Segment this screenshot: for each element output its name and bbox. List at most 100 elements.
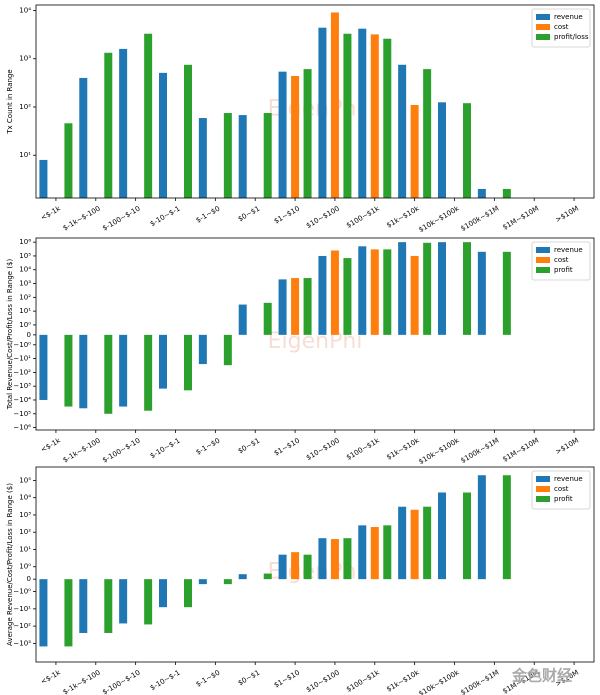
bar [343, 538, 352, 580]
bar [502, 475, 511, 580]
bar [238, 574, 247, 580]
bar [64, 123, 73, 198]
bar [423, 506, 432, 580]
bar [358, 525, 367, 580]
bar [463, 242, 471, 335]
legend-swatch [536, 486, 550, 492]
bar [119, 579, 128, 624]
bar [79, 579, 88, 633]
logo: 金色财经 [511, 667, 572, 685]
bar [39, 159, 48, 198]
y-tick-label: −10⁶ [13, 424, 31, 432]
bar [144, 579, 153, 625]
bar [330, 250, 339, 335]
bar [318, 27, 327, 199]
legend-label: profit [554, 266, 573, 274]
bar [330, 539, 339, 580]
bar [104, 52, 113, 198]
bar [383, 525, 392, 580]
bar [502, 188, 511, 198]
y-tick-label: −10⁰ [13, 588, 31, 596]
y-axis-label: Tx Count in Range [6, 69, 14, 134]
bar [278, 279, 287, 335]
legend-swatch [536, 34, 550, 40]
bar [238, 304, 247, 335]
bar [64, 334, 73, 407]
bar [64, 579, 73, 647]
y-tick-label: 10¹ [19, 307, 31, 315]
y-tick-label: 10³ [19, 55, 31, 63]
bar [358, 28, 367, 198]
bar [159, 579, 167, 608]
bar [502, 251, 511, 335]
bar [303, 278, 312, 335]
bar [318, 538, 327, 580]
bar [410, 105, 419, 198]
bar [343, 33, 352, 199]
y-tick-label: −10³ [13, 639, 31, 647]
y-tick-label: −10⁰ [13, 341, 31, 349]
bar [291, 552, 300, 580]
bar [79, 334, 88, 409]
y-tick-label: 10² [19, 103, 31, 111]
bar [119, 334, 128, 407]
bar [159, 72, 167, 198]
bar [303, 69, 312, 199]
y-tick-label: −10² [13, 622, 31, 630]
legend-label: cost [554, 256, 569, 264]
y-tick-label: 10³ [19, 511, 31, 519]
bar [303, 554, 312, 580]
bar [383, 249, 392, 335]
y-tick-label: 10³ [19, 280, 31, 288]
bar [198, 579, 207, 585]
bar [438, 492, 446, 580]
legend-swatch [536, 257, 550, 263]
y-tick-label: 10⁶ [19, 238, 31, 246]
y-tick-label: 0 [27, 331, 31, 339]
bar [463, 492, 471, 580]
bar [278, 554, 287, 580]
y-tick-label: 10⁴ [19, 6, 31, 14]
y-tick-label: −10¹ [13, 355, 31, 363]
bar [370, 34, 379, 198]
y-tick-label: −10³ [13, 382, 31, 390]
y-axis-label: Average Revenue/Cost/Profit/Loss in Rang… [6, 483, 14, 646]
y-axis-label: Total Revenue/Cost/Profit/Loss in Range … [6, 258, 14, 410]
bar [263, 302, 272, 335]
y-tick-label: 10⁵ [19, 252, 31, 260]
legend-swatch [536, 14, 550, 20]
bar [291, 75, 300, 198]
legend-label: cost [554, 23, 569, 31]
axes-frame [35, 4, 595, 199]
bar [438, 242, 446, 335]
bar [398, 506, 407, 580]
bar [198, 334, 207, 365]
y-tick-label: 10⁰ [19, 563, 31, 571]
bar [410, 255, 419, 335]
bar [423, 242, 432, 335]
bar [198, 118, 207, 198]
legend-swatch [536, 496, 550, 502]
bar [477, 251, 486, 335]
legend-label: revenue [554, 246, 583, 254]
bar [79, 77, 88, 198]
bar [370, 527, 379, 580]
y-tick-label: 10⁴ [19, 266, 31, 274]
bar [477, 188, 486, 198]
bar [184, 64, 192, 198]
bar [278, 71, 287, 198]
bar [39, 334, 48, 400]
bar [370, 249, 379, 335]
bar [318, 255, 327, 335]
y-tick-label: 10² [19, 293, 31, 301]
bar [223, 113, 232, 198]
bar [104, 579, 113, 633]
bar [223, 334, 232, 366]
legend-label: revenue [554, 475, 583, 483]
legend-label: profit [554, 495, 573, 503]
y-tick-label: −10⁵ [13, 410, 31, 418]
bar [144, 33, 153, 199]
bar [477, 475, 486, 580]
legend-label: cost [554, 485, 569, 493]
y-tick-label: 10² [19, 528, 31, 536]
